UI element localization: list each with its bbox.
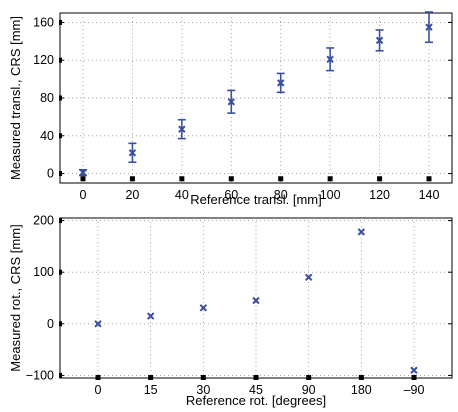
- y-tick-label: 200: [33, 214, 54, 228]
- data-point: [79, 168, 87, 177]
- axis-marker: [59, 171, 62, 177]
- y-tick-label: 0: [47, 317, 54, 331]
- bottom-plot-rotation: −100 0 100 200 0 15 30 45 90 180 –90 Reference rot.…: [8, 214, 453, 408]
- y-tick-label: 160: [33, 15, 54, 29]
- axis-marker: [59, 218, 62, 224]
- reference-marker: [377, 176, 383, 182]
- data-point: [326, 55, 334, 63]
- data-point: [146, 312, 155, 320]
- axis-marker: [59, 269, 62, 275]
- data-point: [304, 273, 313, 282]
- y-axis-label: Measured rot., CRS [mm]: [8, 224, 23, 371]
- x-tick-label: 120: [369, 188, 390, 202]
- x-tick-label: 0: [95, 383, 102, 397]
- data-point: [277, 79, 285, 87]
- x-tick-label: 45: [249, 383, 263, 397]
- x-tick-label: 60: [224, 188, 238, 202]
- reference-marker: [228, 176, 234, 182]
- y-axis-label: Measured transl., CRS [mm]: [8, 16, 23, 180]
- x-axis-label: Reference rot. [degrees]: [186, 393, 326, 408]
- x-tick-label: 100: [320, 188, 341, 202]
- axis-marker: [59, 57, 62, 63]
- x-tick-label: 80: [274, 188, 288, 202]
- x-tick-label: 0: [80, 188, 87, 202]
- data-point: [252, 296, 260, 305]
- x-tick-label: 40: [175, 188, 189, 202]
- data-point: [375, 36, 384, 45]
- data-point: [410, 366, 418, 374]
- data-point: [128, 149, 137, 157]
- data-point: [199, 304, 208, 312]
- axis-marker: [59, 372, 62, 378]
- x-tick-label: –90: [404, 383, 425, 397]
- x-axis-label: Reference transl. [mm]: [190, 192, 322, 207]
- axis-marker: [59, 19, 62, 25]
- x-tick-label: 15: [144, 383, 158, 397]
- x-tick-label: 20: [125, 188, 139, 202]
- data-point: [357, 228, 366, 236]
- y-tick-label: 80: [40, 91, 54, 105]
- reference-marker: [148, 374, 154, 380]
- axis-marker: [59, 133, 62, 139]
- data-point: [227, 98, 235, 106]
- y-tick-label: 120: [33, 53, 54, 67]
- y-tick-label: −100: [26, 368, 54, 382]
- axis-marker: [59, 95, 62, 101]
- y-tick-label: 100: [33, 265, 54, 279]
- reference-marker: [411, 374, 417, 380]
- reference-marker: [80, 176, 86, 182]
- reference-marker: [426, 176, 432, 182]
- axis-marker: [59, 321, 62, 327]
- data-point: [425, 23, 433, 31]
- x-tick-label: 90: [302, 383, 316, 397]
- y-tick-label: 0: [47, 167, 54, 181]
- data-point: [178, 125, 186, 133]
- reference-marker: [179, 176, 185, 182]
- top-plot-translation: 0 40 80 120 160 0 20 40 60 80 100 120 140 Reference t…: [8, 11, 453, 207]
- reference-marker: [358, 374, 364, 380]
- x-tick-label: 30: [196, 383, 210, 397]
- reference-marker: [306, 374, 312, 380]
- y-tick-label: 40: [40, 129, 54, 143]
- data-point: [94, 320, 102, 328]
- reference-marker: [278, 176, 284, 182]
- x-tick-label: 180: [351, 383, 372, 397]
- reference-marker: [129, 176, 135, 182]
- reference-marker: [327, 176, 333, 182]
- reference-marker: [200, 374, 206, 380]
- reference-marker: [95, 374, 101, 380]
- reference-marker: [253, 374, 259, 380]
- x-tick-label: 140: [419, 188, 440, 202]
